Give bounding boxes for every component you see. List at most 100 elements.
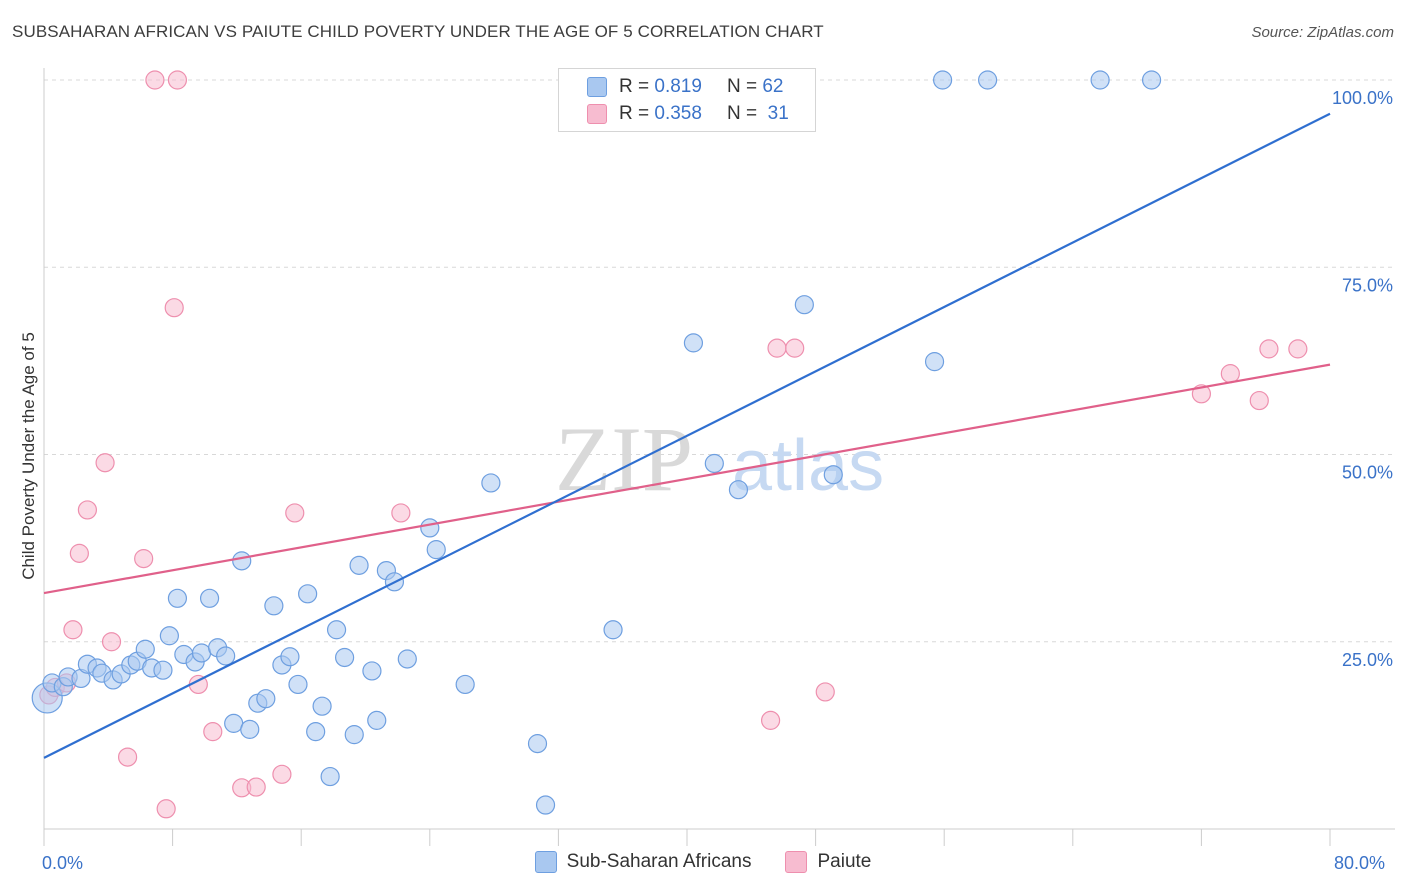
paiute-point xyxy=(69,543,89,563)
paiute-point xyxy=(1220,364,1240,384)
subsaharan-point xyxy=(367,710,387,730)
subsaharan-point xyxy=(924,352,945,372)
paiute-point xyxy=(164,298,184,318)
bottom-legend-label: Sub-Saharan Africans xyxy=(566,851,752,872)
bottom-legend-label: Paiute xyxy=(817,851,872,872)
subsaharan-point xyxy=(159,626,179,646)
y-tick-label: 50.0% xyxy=(1342,463,1393,483)
subsaharan-point xyxy=(232,551,252,571)
legend-n-label: N = xyxy=(726,76,758,97)
subsaharan-point xyxy=(135,639,155,659)
subsaharan-point xyxy=(794,295,814,315)
paiute-point xyxy=(167,70,188,90)
subsaharan-point xyxy=(224,713,244,733)
watermark-zip: ZIP xyxy=(555,408,693,510)
paiute-point xyxy=(145,70,165,90)
y-axis-label: Child Poverty Under the Age of 5 xyxy=(19,332,38,580)
subsaharan-point xyxy=(312,696,332,716)
paiute-point xyxy=(785,338,805,358)
legend-n-value: 62 xyxy=(762,76,784,97)
subsaharan-point xyxy=(344,725,364,745)
paiute-point xyxy=(760,710,781,730)
subsaharan-trend-line xyxy=(43,112,1331,759)
legend: R = 0.819 N = 62 R = 0.358 N = 31 xyxy=(558,68,816,132)
paiute-point xyxy=(203,722,223,742)
bottom-legend-swatch-blue xyxy=(534,851,557,873)
y-tick-labels: 25.0% 50.0% 75.0% 100.0% xyxy=(1332,88,1393,670)
paiute-point xyxy=(95,453,115,473)
legend-r-label: R = xyxy=(619,103,650,124)
subsaharan-point xyxy=(455,674,475,695)
legend-row-paiute: R = 0.358 N = 31 xyxy=(587,101,789,127)
paiute-point xyxy=(246,777,266,797)
paiute-point xyxy=(101,632,122,652)
bottom-legend-subsaharan: Sub-Saharan Africans xyxy=(534,851,752,873)
subsaharan-point xyxy=(481,473,501,493)
subsaharan-point xyxy=(256,689,276,709)
subsaharan-point xyxy=(153,660,173,680)
source-label: Source: ZipAtlas.com xyxy=(1251,24,1394,41)
watermark: ZIP atlas xyxy=(555,408,884,510)
legend-r-value: 0.819 xyxy=(654,76,702,97)
subsaharan-point xyxy=(527,734,548,754)
subsaharan-point xyxy=(199,588,220,608)
paiute-point xyxy=(767,338,787,358)
y-tick-label: 100.0% xyxy=(1332,88,1393,108)
subsaharan-point xyxy=(167,588,188,608)
subsaharan-point xyxy=(728,480,749,500)
paiute-point xyxy=(815,682,835,702)
bottom-legend: Sub-Saharan Africans Paiute xyxy=(0,851,1406,873)
subsaharan-points xyxy=(31,70,1162,815)
legend-swatch-blue xyxy=(587,77,607,97)
subsaharan-point xyxy=(362,661,382,681)
paiute-point xyxy=(1249,390,1269,411)
paiute-point xyxy=(1288,339,1308,359)
x-tick-label-max: 80.0% xyxy=(1334,853,1386,873)
paiute-trend-line xyxy=(43,363,1331,595)
paiute-point xyxy=(156,799,176,819)
paiute-point xyxy=(63,620,83,640)
subsaharan-point xyxy=(1141,70,1162,90)
trend-lines xyxy=(43,112,1331,759)
subsaharan-point xyxy=(535,795,556,815)
subsaharan-point xyxy=(264,596,284,616)
subsaharan-point xyxy=(326,620,347,640)
subsaharan-point xyxy=(288,674,308,695)
legend-n-label: N = xyxy=(726,103,758,124)
paiute-point xyxy=(285,503,305,523)
subsaharan-point xyxy=(306,722,326,742)
paiute-point xyxy=(117,747,138,767)
paiute-point xyxy=(77,500,98,520)
subsaharan-point xyxy=(603,620,623,640)
y-tick-label: 75.0% xyxy=(1342,275,1393,295)
legend-r-value: 0.358 xyxy=(654,103,702,124)
subsaharan-point xyxy=(298,584,318,604)
subsaharan-point xyxy=(397,649,417,669)
legend-swatch-pink xyxy=(587,104,607,124)
subsaharan-point xyxy=(240,719,260,739)
subsaharan-point xyxy=(216,646,236,666)
legend-row-subsaharan: R = 0.819 N = 62 xyxy=(587,74,783,100)
subsaharan-point xyxy=(280,647,300,667)
subsaharan-point xyxy=(683,333,704,353)
subsaharan-point xyxy=(823,465,843,485)
subsaharan-point xyxy=(420,518,440,538)
bottom-legend-paiute: Paiute xyxy=(785,851,871,873)
paiute-point xyxy=(272,764,292,784)
y-tick-label: 25.0% xyxy=(1342,650,1393,670)
paiute-point xyxy=(134,549,154,569)
subsaharan-point xyxy=(932,70,953,90)
legend-n-value: 31 xyxy=(767,103,789,124)
subsaharan-point xyxy=(191,643,212,663)
subsaharan-point xyxy=(349,555,369,575)
bottom-legend-swatch-pink xyxy=(785,851,808,873)
subsaharan-point xyxy=(426,540,446,560)
subsaharan-point xyxy=(704,453,724,474)
chart-title: SUBSAHARAN AFRICAN VS PAIUTE CHILD POVER… xyxy=(12,22,824,41)
subsaharan-point xyxy=(320,766,340,787)
legend-r-label: R = xyxy=(619,76,650,97)
paiute-point xyxy=(391,503,411,523)
x-tick-label-min: 0.0% xyxy=(42,853,84,873)
subsaharan-point xyxy=(1090,70,1110,90)
